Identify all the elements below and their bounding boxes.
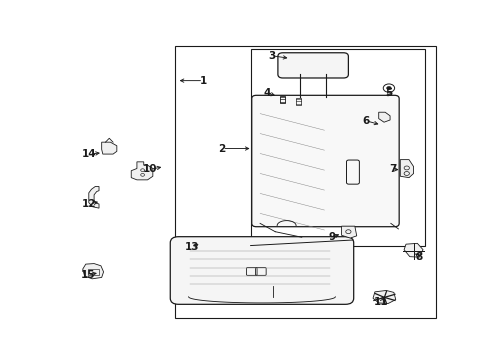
- Text: 12: 12: [82, 199, 97, 209]
- Text: 1: 1: [199, 76, 206, 86]
- FancyBboxPatch shape: [251, 95, 398, 227]
- Polygon shape: [102, 142, 117, 154]
- Polygon shape: [372, 291, 395, 303]
- Text: 6: 6: [362, 116, 369, 126]
- Text: 2: 2: [218, 144, 225, 153]
- Polygon shape: [400, 159, 413, 177]
- Text: 14: 14: [82, 149, 97, 159]
- Circle shape: [386, 86, 390, 90]
- Bar: [88, 269, 99, 275]
- Polygon shape: [131, 162, 153, 180]
- Bar: [279, 96, 285, 103]
- Text: 10: 10: [142, 164, 157, 174]
- Bar: [296, 98, 301, 105]
- Polygon shape: [378, 112, 389, 122]
- Text: 11: 11: [373, 297, 388, 307]
- Text: 15: 15: [80, 270, 95, 280]
- FancyBboxPatch shape: [170, 237, 353, 304]
- Text: 8: 8: [415, 252, 422, 262]
- FancyBboxPatch shape: [277, 53, 347, 78]
- Polygon shape: [89, 186, 99, 208]
- Text: 5: 5: [385, 88, 392, 98]
- Polygon shape: [82, 264, 103, 279]
- Text: 4: 4: [264, 88, 271, 98]
- Text: 7: 7: [388, 164, 396, 174]
- Text: 3: 3: [267, 51, 275, 61]
- Polygon shape: [403, 243, 422, 257]
- Text: 9: 9: [328, 232, 335, 242]
- Polygon shape: [341, 226, 356, 238]
- Text: 13: 13: [184, 242, 199, 252]
